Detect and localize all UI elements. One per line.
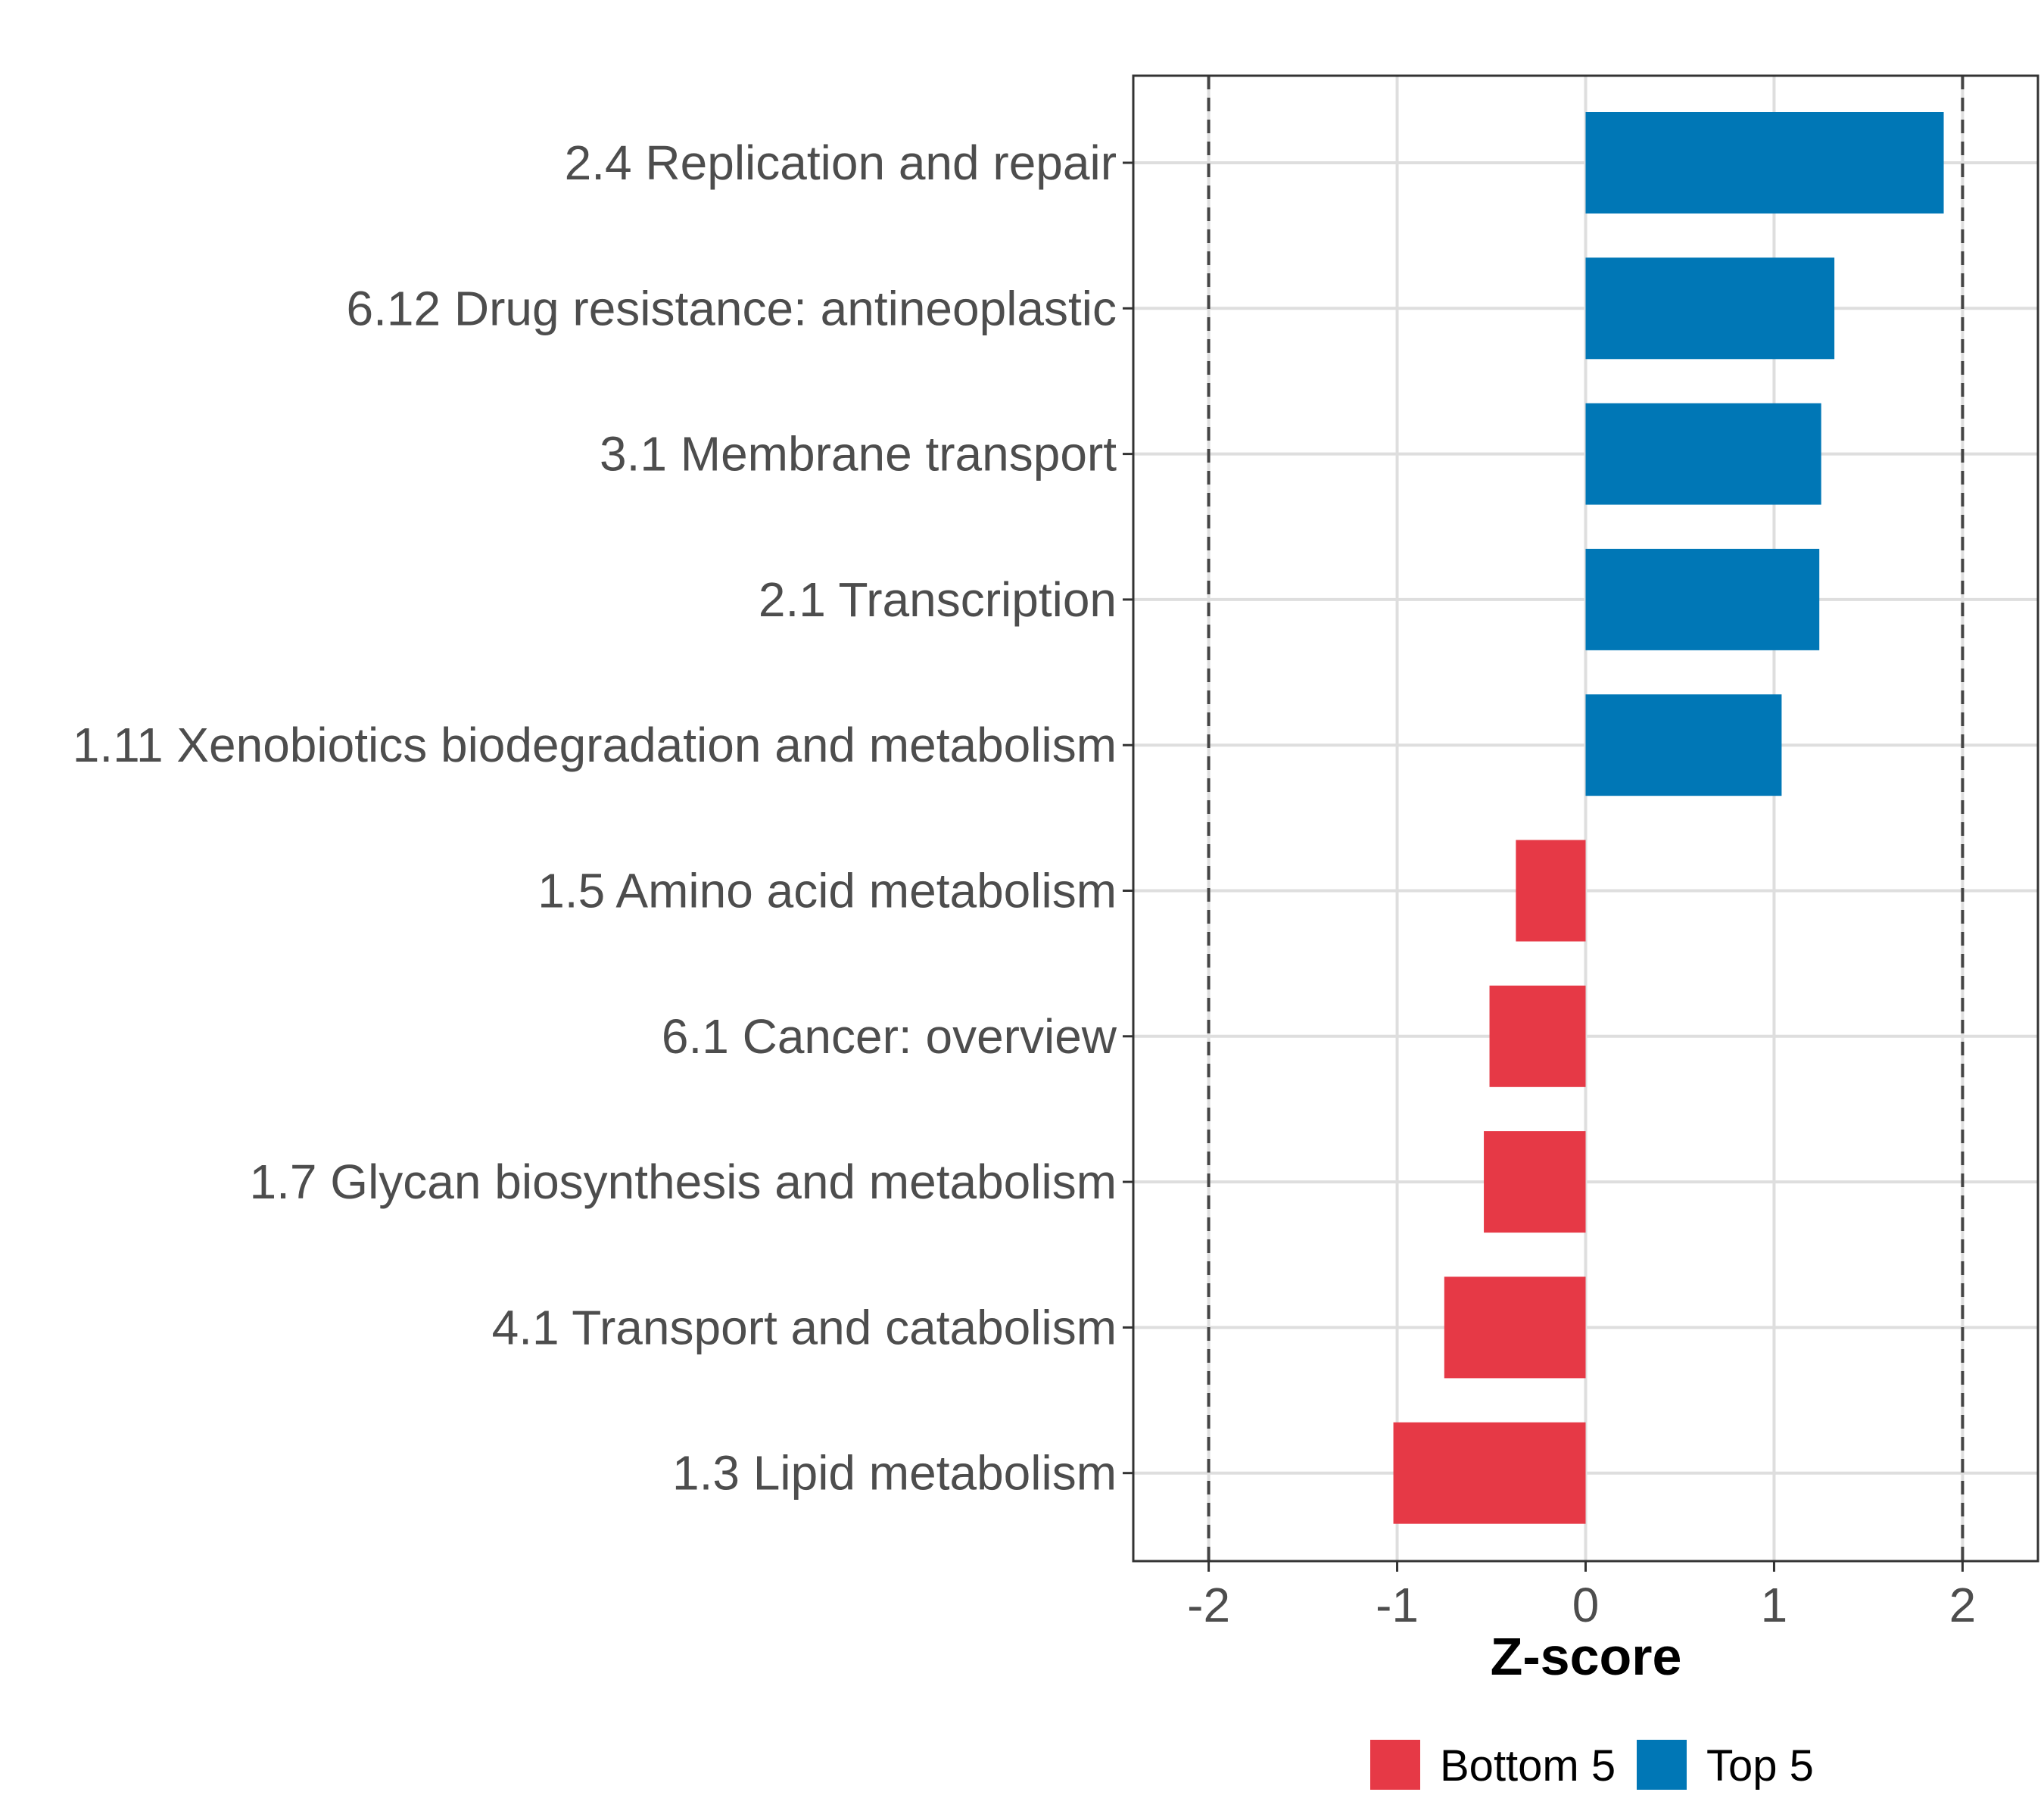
y-tick-label: 4.1 Transport and catabolism xyxy=(492,1300,1117,1354)
x-tick-label: -2 xyxy=(1187,1578,1230,1632)
reference-lines xyxy=(1207,76,1965,1561)
y-tick-label: 2.4 Replication and repair xyxy=(565,136,1117,190)
y-tick-label: 1.5 Amino acid metabolism xyxy=(537,864,1117,918)
legend-label: Top 5 xyxy=(1706,1741,1814,1791)
y-tick-label: 6.1 Cancer: overview xyxy=(662,1009,1117,1064)
legend-key xyxy=(1370,1740,1420,1790)
bar xyxy=(1585,257,1835,360)
y-tick-label: 6.12 Drug resistance: antineoplastic xyxy=(347,281,1117,335)
bar xyxy=(1489,985,1586,1087)
bar xyxy=(1484,1131,1586,1233)
bars-layer xyxy=(1393,112,1944,1524)
y-tick-label: 1.11 Xenobiotics biodegradation and meta… xyxy=(73,718,1117,772)
x-tick-label: 0 xyxy=(1572,1578,1600,1632)
x-axis: -2 -1 0 1 2 xyxy=(1187,1561,1976,1632)
legend-key xyxy=(1637,1740,1687,1790)
bar xyxy=(1393,1422,1586,1524)
bar xyxy=(1516,840,1586,942)
y-tick-label: 1.7 Glycan biosynthesis and metabolism xyxy=(250,1155,1117,1209)
legend: Bottom 5 Top 5 xyxy=(1370,1740,1814,1791)
bar xyxy=(1585,548,1820,650)
x-tick-label: -1 xyxy=(1376,1578,1419,1632)
bar xyxy=(1585,112,1944,213)
bar xyxy=(1585,403,1821,505)
x-axis-title: Z-score xyxy=(1491,1627,1682,1686)
y-tick-label: 3.1 Membrane transport xyxy=(600,427,1117,482)
bar xyxy=(1585,694,1782,796)
y-axis: 2.4 Replication and repair 6.12 Drug resi… xyxy=(73,136,1133,1501)
bar xyxy=(1444,1276,1586,1379)
x-tick-label: 1 xyxy=(1761,1578,1788,1632)
y-tick-label: 1.3 Lipid metabolism xyxy=(672,1446,1117,1501)
x-tick-label: 2 xyxy=(1949,1578,1977,1632)
y-tick-label: 2.1 Transcription xyxy=(759,572,1117,627)
legend-label: Bottom 5 xyxy=(1440,1741,1616,1791)
